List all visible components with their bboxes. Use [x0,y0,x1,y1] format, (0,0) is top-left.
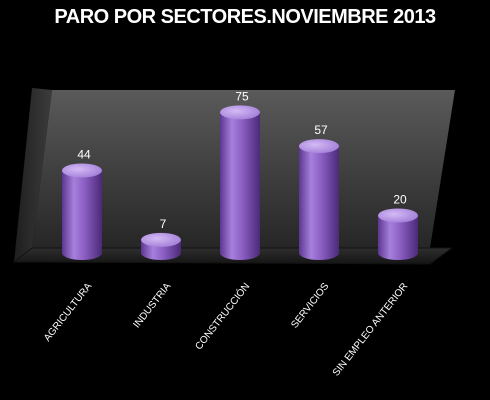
data-label: 20 [393,193,407,207]
category-label: INDUSTRIA [132,281,174,330]
bar-cap [378,208,418,223]
bar-cap [62,163,102,178]
bar-body [62,170,102,260]
bar-sin-empleo-anterior [378,208,418,260]
bar-cap [299,139,339,154]
data-label: 44 [77,148,91,162]
category-label: CONSTRUCCIÓN [192,280,253,352]
bar-cap [141,232,181,247]
bar-industria [141,232,181,260]
bar-body [299,146,339,260]
category-label: SERVICIOS [289,281,331,331]
category-label: AGRICULTURA [42,281,95,344]
chart-title: PARO POR SECTORES.NOVIEMBRE 2013 [54,6,436,28]
data-label: 57 [314,123,328,137]
data-label: 7 [160,217,167,231]
chart-side-wall [14,88,52,262]
bar-construccion [220,105,260,260]
category-label: SIN EMPLEO ANTERIOR [331,281,410,378]
bar-body [378,215,418,260]
bar-servicios [299,139,339,260]
data-label: 75 [235,89,249,103]
bar-body [220,112,260,260]
bar-agricultura [62,163,102,260]
bar-cap [220,105,260,120]
